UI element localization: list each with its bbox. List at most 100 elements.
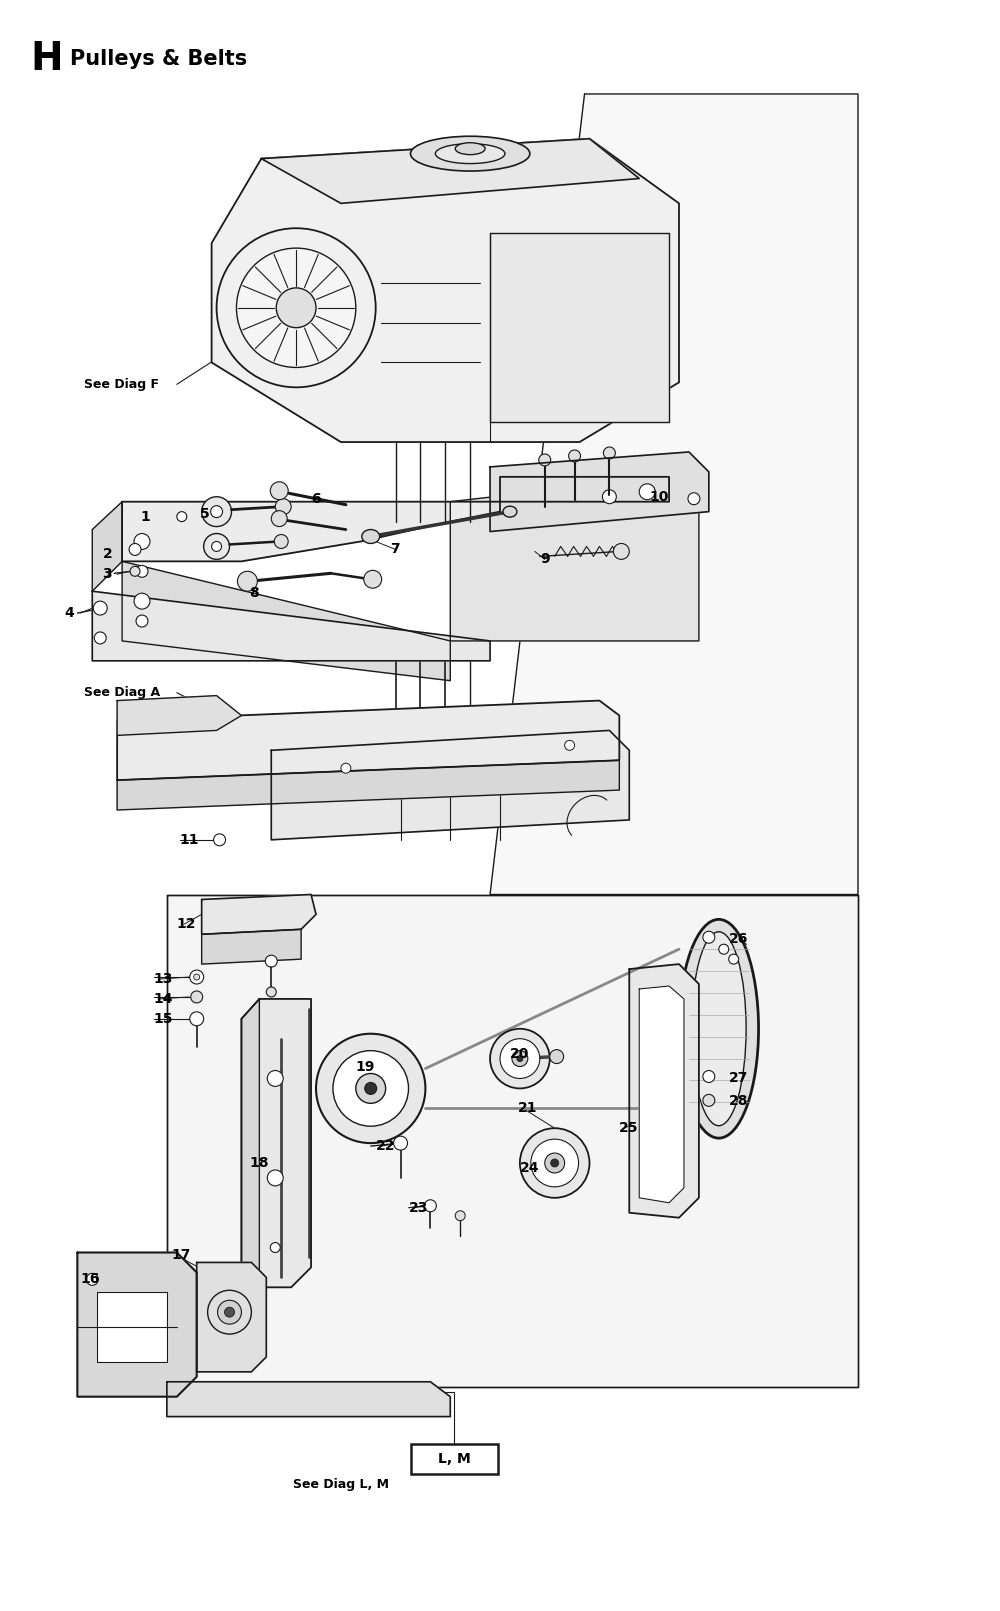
Circle shape [341, 764, 351, 773]
Circle shape [613, 543, 629, 559]
Circle shape [364, 570, 382, 588]
Circle shape [520, 1128, 590, 1199]
Text: 16: 16 [80, 1273, 100, 1286]
Ellipse shape [411, 137, 530, 171]
Text: 14: 14 [154, 992, 173, 1005]
Polygon shape [167, 894, 858, 1387]
Circle shape [455, 1211, 465, 1221]
Circle shape [274, 535, 288, 548]
Text: 3: 3 [103, 567, 112, 582]
Text: 23: 23 [409, 1200, 428, 1215]
Text: 10: 10 [649, 490, 669, 504]
Circle shape [639, 483, 655, 499]
Circle shape [565, 741, 575, 751]
Polygon shape [639, 986, 684, 1203]
Text: 6: 6 [311, 491, 321, 506]
Circle shape [394, 1136, 408, 1150]
Polygon shape [122, 561, 450, 681]
Text: 5: 5 [200, 506, 209, 520]
Polygon shape [241, 999, 311, 1287]
Circle shape [208, 1290, 251, 1334]
Circle shape [539, 454, 551, 466]
Text: 28: 28 [729, 1094, 748, 1108]
Circle shape [729, 954, 739, 963]
Polygon shape [261, 139, 639, 203]
Ellipse shape [679, 920, 759, 1137]
Circle shape [129, 543, 141, 556]
Polygon shape [197, 1263, 266, 1373]
Polygon shape [117, 701, 619, 780]
Circle shape [703, 931, 715, 942]
Circle shape [136, 615, 148, 627]
Circle shape [500, 1039, 540, 1078]
Polygon shape [202, 930, 301, 963]
Circle shape [703, 1071, 715, 1083]
Text: 19: 19 [356, 1060, 375, 1073]
Text: 22: 22 [376, 1139, 395, 1153]
Text: 12: 12 [177, 917, 196, 931]
Polygon shape [202, 894, 316, 934]
Text: 15: 15 [154, 1012, 173, 1026]
Bar [411, 1445, 498, 1474]
Text: 2: 2 [102, 548, 112, 561]
Polygon shape [117, 760, 619, 810]
Circle shape [275, 499, 291, 514]
Circle shape [202, 496, 232, 527]
Circle shape [643, 487, 655, 498]
Circle shape [531, 1139, 579, 1187]
Circle shape [316, 1034, 425, 1144]
Circle shape [237, 572, 257, 591]
Circle shape [217, 229, 376, 387]
Polygon shape [92, 501, 122, 591]
Polygon shape [167, 1382, 450, 1416]
Text: Pulleys & Belts: Pulleys & Belts [70, 50, 248, 69]
Circle shape [190, 1012, 204, 1026]
Text: 17: 17 [172, 1249, 191, 1263]
Circle shape [356, 1073, 386, 1104]
Text: See Diag A: See Diag A [84, 686, 160, 699]
Circle shape [517, 1055, 523, 1062]
Circle shape [424, 1200, 436, 1211]
Text: 11: 11 [180, 833, 199, 847]
Circle shape [276, 288, 316, 327]
Text: 20: 20 [510, 1047, 529, 1060]
Circle shape [550, 1050, 564, 1063]
Circle shape [136, 565, 148, 577]
Circle shape [93, 601, 107, 615]
Circle shape [130, 567, 140, 577]
Circle shape [365, 1083, 377, 1094]
Circle shape [333, 1050, 409, 1126]
Text: 25: 25 [619, 1121, 639, 1136]
Polygon shape [241, 999, 259, 1287]
Circle shape [569, 449, 581, 462]
Circle shape [134, 533, 150, 549]
Circle shape [265, 955, 277, 967]
Polygon shape [122, 477, 669, 561]
Text: H: H [31, 40, 63, 79]
Circle shape [134, 593, 150, 609]
Text: 24: 24 [520, 1162, 539, 1174]
Circle shape [190, 970, 204, 984]
Circle shape [270, 1242, 280, 1252]
Polygon shape [77, 1252, 197, 1397]
Text: See Diag F: See Diag F [84, 379, 159, 391]
Circle shape [214, 834, 226, 846]
Circle shape [603, 446, 615, 459]
Text: 8: 8 [249, 586, 259, 601]
Ellipse shape [503, 506, 517, 517]
Circle shape [194, 975, 200, 979]
Text: 7: 7 [391, 543, 400, 556]
Ellipse shape [455, 143, 485, 155]
Polygon shape [490, 234, 669, 422]
Ellipse shape [691, 931, 746, 1126]
Text: 21: 21 [518, 1102, 537, 1115]
Circle shape [270, 482, 288, 499]
Circle shape [602, 490, 616, 504]
Ellipse shape [362, 530, 380, 543]
Text: 1: 1 [140, 509, 150, 524]
Polygon shape [490, 453, 709, 532]
Circle shape [94, 632, 106, 644]
Polygon shape [629, 963, 699, 1218]
Text: 9: 9 [540, 553, 549, 567]
Text: 13: 13 [154, 971, 173, 986]
